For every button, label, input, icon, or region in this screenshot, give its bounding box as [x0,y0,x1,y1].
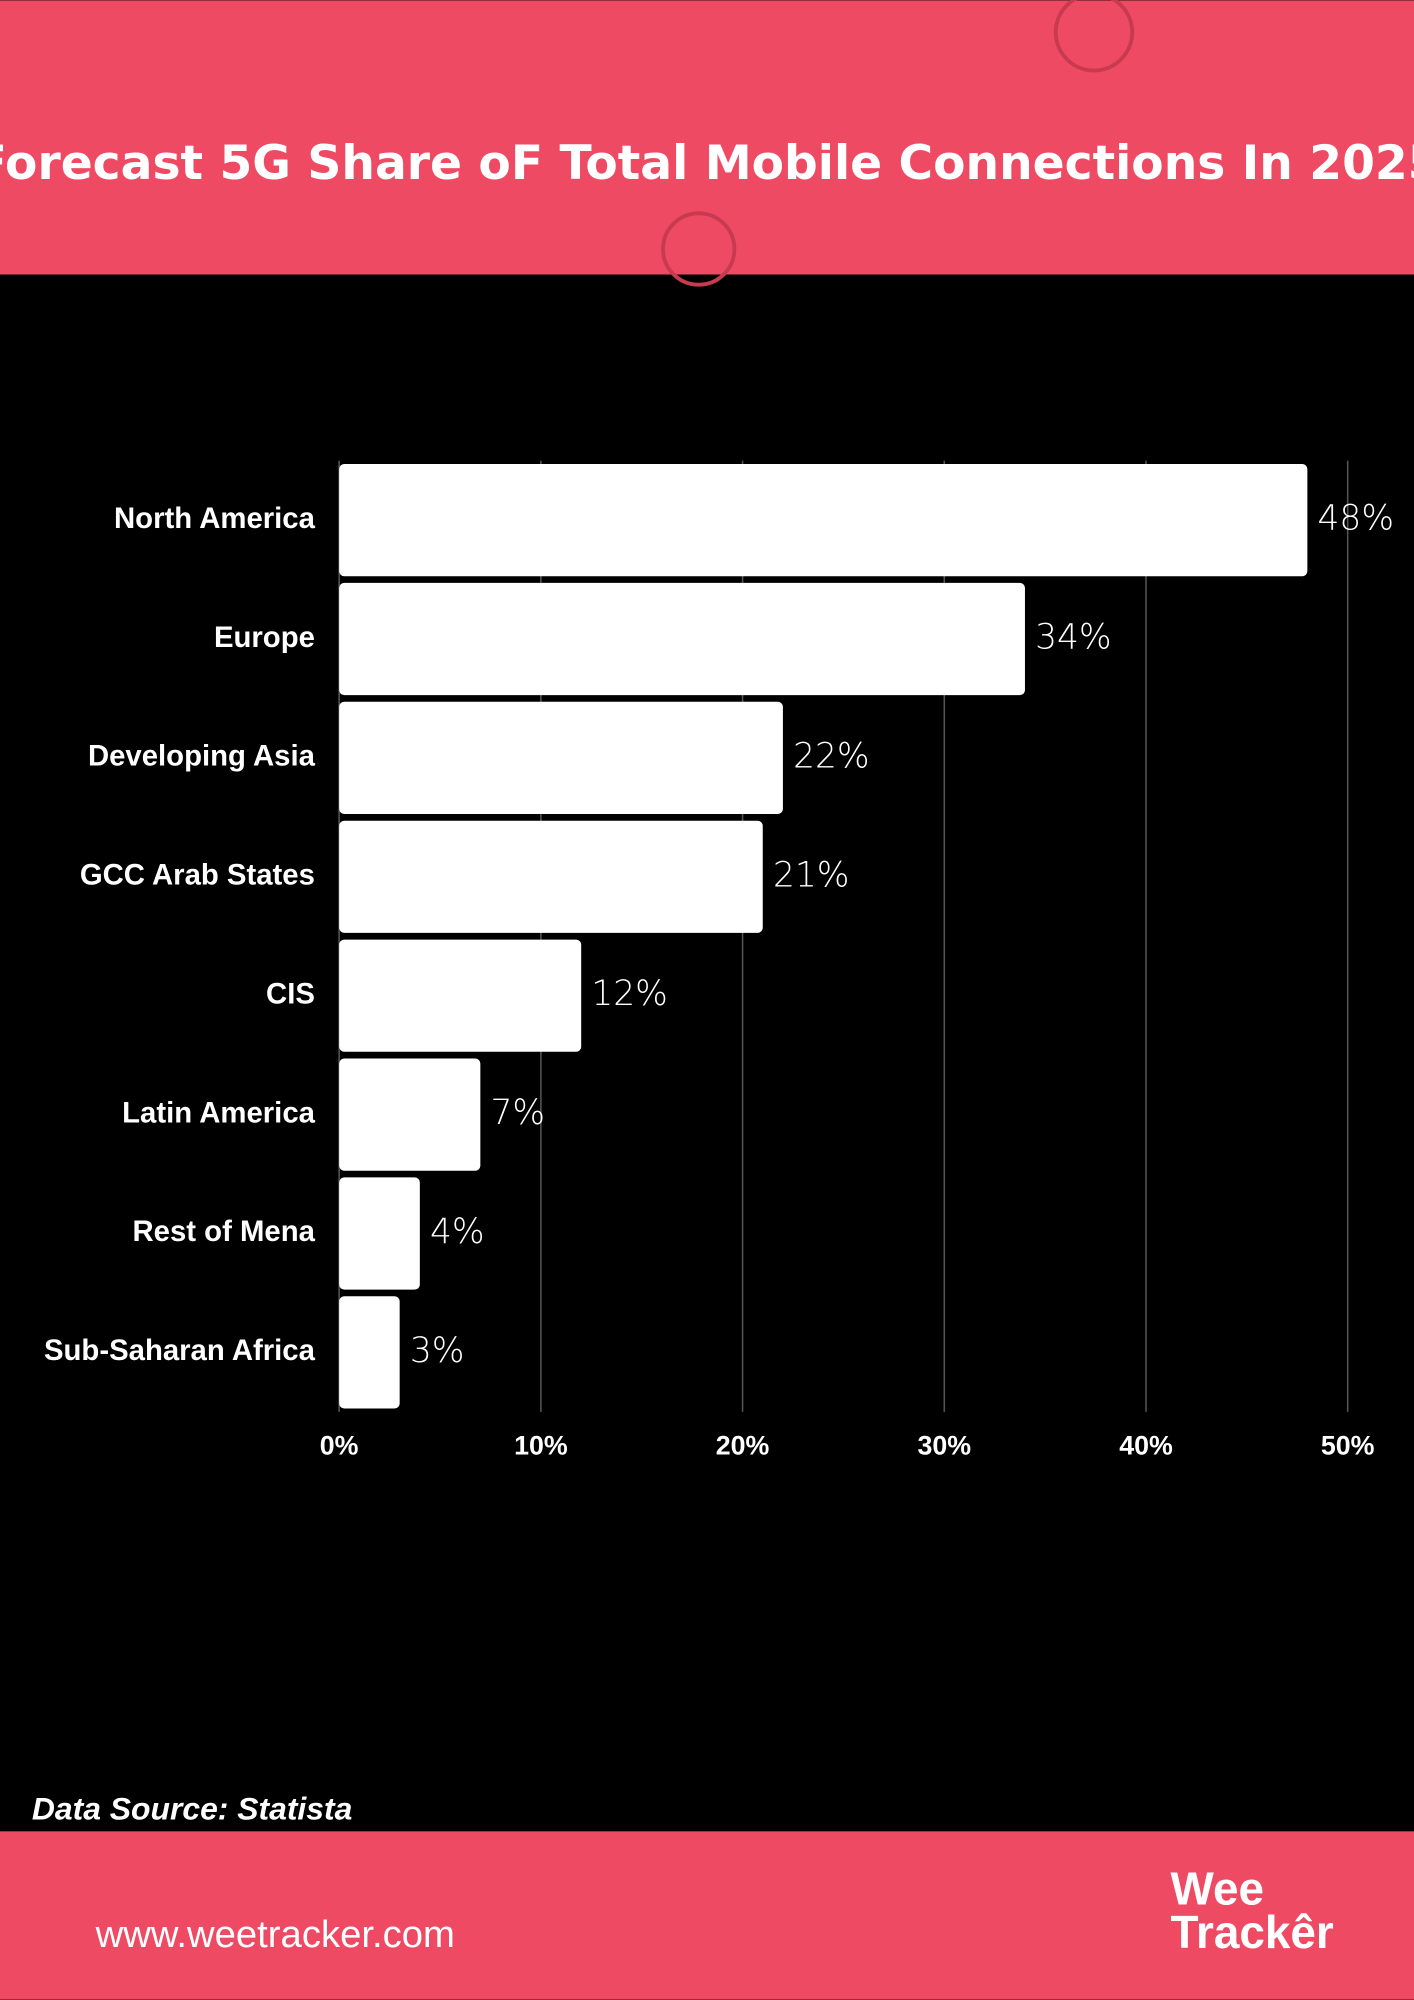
bar [339,820,763,933]
decor-coin [1053,0,1135,73]
value-label: 7% [491,1093,546,1133]
x-tick-label: 40% [1119,1431,1173,1461]
value-label: 48% [1318,499,1394,539]
bar [339,1296,400,1409]
x-tick-label: 10% [514,1431,568,1461]
bar [339,464,1308,577]
y-tick-label: Developing Asia [88,740,316,773]
value-label: 34% [1035,618,1111,658]
y-tick-label: Europe [214,621,315,654]
logo: Wee [1170,1863,1264,1915]
bar [339,701,783,815]
footer-url: www.weetracker.com [95,1913,455,1956]
value-label: 21% [773,855,849,895]
y-tick-label: CIS [266,977,315,1010]
y-tick-label: Sub-Saharan Africa [44,1334,316,1367]
y-tick-label: GCC Arab States [80,859,315,892]
source: Data Source: Statista [32,1790,352,1826]
y-tick-label: North America [114,502,316,535]
bar [339,939,582,1052]
value-label: 4% [430,1212,485,1252]
bar [339,1177,420,1290]
logo: Trackêr [1170,1906,1333,1958]
bar [339,1058,481,1171]
decor-coin [661,211,737,287]
value-label: 3% [410,1331,465,1371]
x-tick-label: 20% [716,1431,770,1461]
x-tick-label: 50% [1321,1431,1375,1461]
header-band [0,0,1414,275]
value-label: 22% [793,736,869,776]
bar [339,582,1025,696]
y-tick-label: Latin America [122,1096,315,1129]
footer-band [0,1831,1414,2000]
x-tick-label: 30% [917,1431,971,1461]
y-tick-label: Rest of Mena [133,1215,316,1248]
x-tick-label: 0% [320,1431,359,1461]
chart-title: Forecast 5G Share oF Total Mobile Connec… [0,136,1414,191]
value-label: 12% [591,974,667,1014]
